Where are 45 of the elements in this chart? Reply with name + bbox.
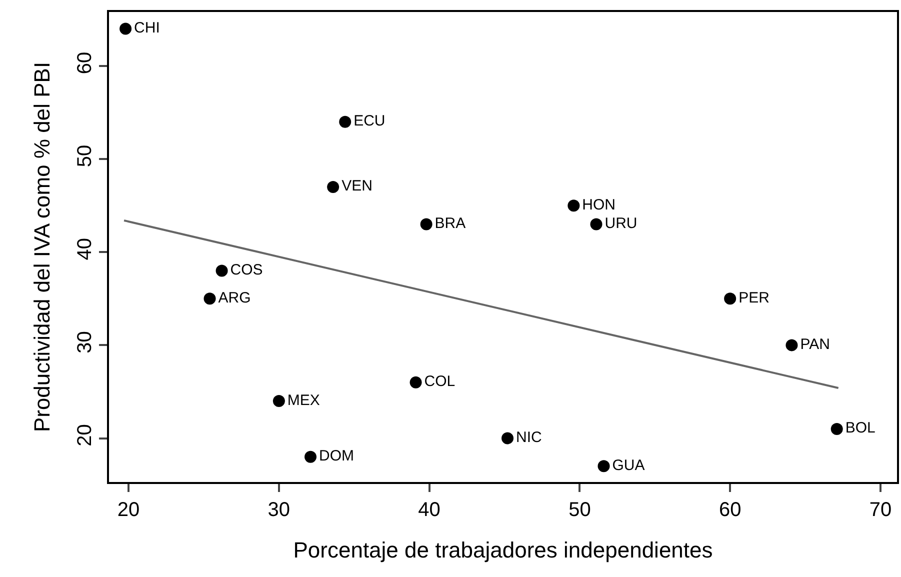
x-tick-label: 50 [568, 499, 591, 521]
point [216, 264, 228, 277]
data-label: PAN [800, 336, 830, 353]
x-tick-label: 60 [718, 499, 742, 521]
data-label: HON [582, 196, 616, 214]
point [410, 376, 422, 388]
point [204, 292, 216, 305]
x-axis-title: Porcentaje de trabajadores independientes [293, 537, 713, 562]
x-tick-label: 70 [869, 499, 892, 521]
data-label: BOL [845, 420, 876, 437]
y-tick-label: 50 [74, 144, 96, 168]
data-label: MEX [287, 392, 320, 409]
data-label: URU [604, 214, 638, 232]
x-tick-label: 20 [117, 499, 140, 521]
data-label: GUA [612, 456, 645, 474]
data-label: VEN [342, 178, 372, 195]
data-label: ARG [218, 289, 251, 306]
data-label: CHI [134, 20, 160, 36]
y-tick-label: 20 [74, 424, 96, 446]
y-tick-label: 60 [74, 52, 96, 74]
y-axis-title: Productividad del IVA como % del PBI [29, 62, 54, 432]
point [598, 460, 610, 472]
point [568, 200, 580, 212]
data-label: ECU [354, 112, 386, 130]
point [590, 218, 602, 230]
point [339, 116, 352, 128]
data-label: PER [738, 289, 770, 306]
point [830, 422, 843, 435]
point [304, 450, 317, 463]
point [786, 339, 798, 352]
y-tick-label: 40 [74, 238, 96, 260]
y-tick-label: 30 [74, 331, 96, 354]
point [327, 180, 340, 193]
point [502, 432, 514, 444]
data-label: BRA [434, 214, 466, 232]
data-label: COL [424, 373, 456, 390]
point [120, 22, 132, 35]
data-label: NIC [516, 429, 542, 446]
point [420, 218, 432, 230]
x-tick-label: 40 [418, 499, 440, 521]
data-label: DOM [319, 448, 354, 465]
data-label: COS [230, 261, 263, 278]
point [272, 395, 285, 408]
point [724, 292, 736, 305]
x-tick-label: 30 [268, 499, 290, 521]
